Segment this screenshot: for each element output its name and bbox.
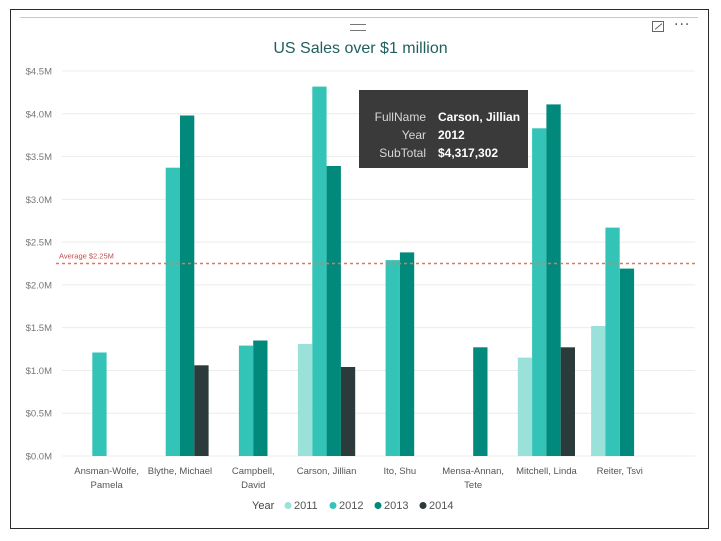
tooltip-row-year: Year 2012: [359, 126, 528, 144]
legend-swatch: [284, 502, 292, 509]
focus-mode-icon[interactable]: [652, 21, 664, 32]
legend-entry: 2012: [339, 500, 363, 512]
y-tick-label: $3.0M: [26, 195, 52, 206]
bar: [297, 343, 313, 456]
bar: [180, 115, 195, 456]
bar: [605, 227, 620, 456]
x-category-label: Ansman-Wolfe, Pamela: [74, 466, 139, 491]
tooltip-key: SubTotal: [379, 146, 426, 160]
tooltip-value: 2012: [438, 128, 465, 142]
bar: [560, 347, 575, 456]
y-tick-label: $1.5M: [26, 323, 52, 334]
drag-handle-icon[interactable]: [350, 24, 366, 31]
x-category-label: Blythe, Michael: [148, 466, 212, 477]
average-label: Average $2.25M: [59, 252, 114, 261]
chart-title: US Sales over $1 million: [273, 40, 448, 57]
legend-swatch: [419, 502, 427, 509]
legend-entry: 2013: [384, 500, 408, 512]
bar: [312, 86, 327, 456]
bar: [92, 352, 107, 456]
y-tick-label: $0.0M: [26, 452, 52, 463]
bar: [399, 252, 415, 456]
bar: [340, 367, 356, 456]
bar: [385, 260, 400, 456]
tooltip-value: $4,317,302: [438, 146, 499, 160]
y-tick-label: $2.0M: [26, 280, 52, 291]
y-tick-label: $0.5M: [26, 409, 52, 420]
bar: [591, 326, 606, 456]
bar: [517, 357, 533, 456]
legend-swatch: [374, 502, 382, 509]
y-tick-label: $4.0M: [26, 109, 52, 120]
y-tick-label: $3.5M: [26, 152, 52, 163]
y-tick-label: $2.5M: [26, 238, 52, 249]
y-tick-label: $4.5M: [26, 67, 52, 78]
more-options-icon[interactable]: ···: [674, 17, 691, 33]
bar: [619, 268, 635, 456]
x-category-label: Carson, Jillian: [297, 466, 357, 477]
bar: [473, 347, 488, 456]
bar: [532, 128, 547, 457]
tooltip-row-subtotal: SubTotal $4,317,302: [359, 144, 528, 162]
x-category-label: Reiter, Tsvi: [597, 466, 643, 477]
bar: [238, 345, 254, 456]
tooltip-value: Carson, Jillian: [438, 110, 521, 124]
tooltip-row-fullname: FullName Carson, Jillian: [359, 108, 528, 126]
visual-container[interactable]: [20, 17, 698, 521]
bar: [546, 104, 561, 457]
legend-entry: 2011: [294, 500, 318, 512]
tooltip-key: Year: [401, 128, 426, 142]
bar: [165, 167, 180, 456]
x-category-label: Campbell, David: [232, 466, 275, 491]
y-tick-label: $1.0M: [26, 366, 52, 377]
tooltip-key: FullName: [374, 110, 426, 124]
x-category-label: Ito, Shu: [383, 466, 416, 477]
bar: [253, 340, 268, 456]
bar: [194, 365, 209, 456]
bar: [326, 166, 341, 456]
legend-entry: 2014: [429, 500, 453, 512]
legend-title: Year: [252, 500, 275, 512]
legend-swatch: [329, 502, 337, 509]
x-category-label: Mitchell, Linda: [516, 466, 577, 477]
x-category-label: Mensa-Annan, Tete: [442, 466, 504, 491]
chart-tooltip: FullName Carson, Jillian Year 2012 SubTo…: [359, 90, 528, 168]
